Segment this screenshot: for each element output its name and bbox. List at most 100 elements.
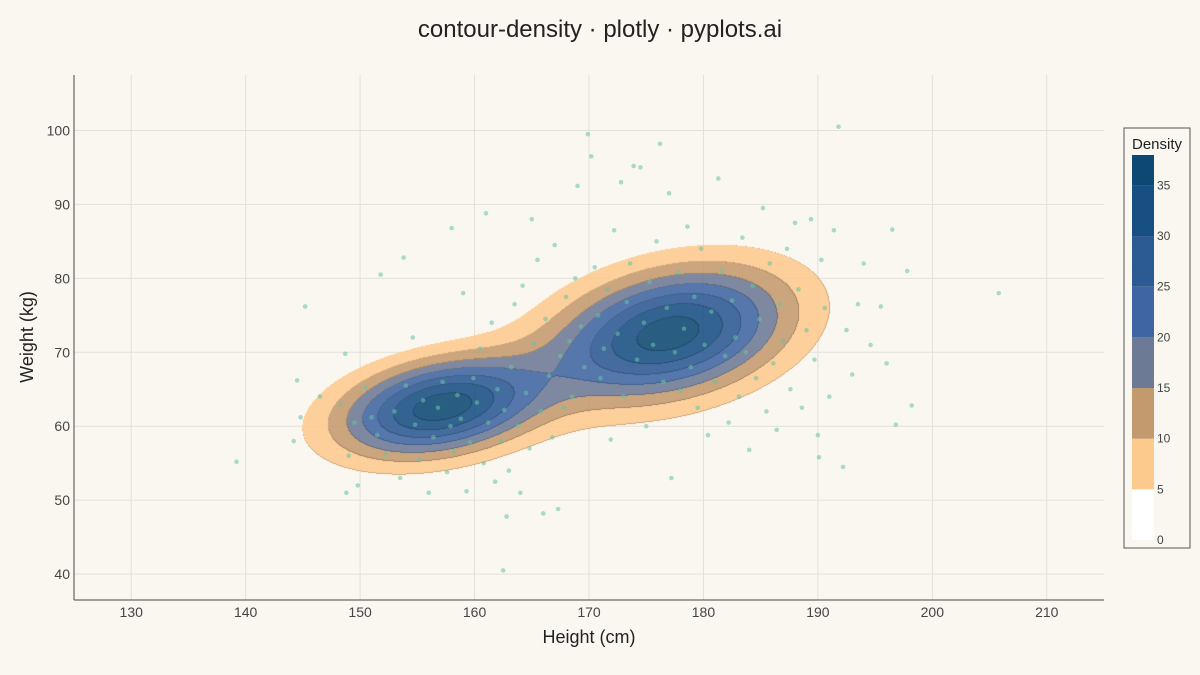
scatter-point <box>884 361 889 366</box>
y-tick-label: 80 <box>54 270 70 286</box>
scatter-point <box>572 276 578 281</box>
colorbar-tick-label: 25 <box>1157 280 1171 294</box>
colorbar-tick-label: 10 <box>1157 432 1171 446</box>
scatter-point <box>515 423 521 429</box>
scatter-point <box>831 227 837 233</box>
scatter-point <box>816 454 822 460</box>
scatter-point <box>702 342 707 348</box>
scatter-point <box>878 304 884 309</box>
scatter-point <box>417 457 422 462</box>
scatter-point <box>729 298 735 303</box>
scatter-point <box>552 242 557 248</box>
scatter-point <box>996 290 1002 296</box>
scatter-point <box>812 357 817 362</box>
scatter-point <box>467 440 473 445</box>
scatter-point <box>489 320 495 326</box>
scatter-point <box>861 261 866 266</box>
scatter-point <box>338 401 343 407</box>
scatter-point <box>654 239 659 244</box>
scatter-point <box>575 183 580 189</box>
scatter-point <box>412 422 418 428</box>
scatter-point <box>774 427 779 433</box>
scatter-point <box>615 331 620 337</box>
scatter-point <box>685 224 690 229</box>
x-tick-label: 180 <box>692 604 716 620</box>
scatter-point <box>743 349 749 355</box>
scatter-point <box>781 338 786 344</box>
scatter-point <box>291 438 297 444</box>
x-tick-label: 150 <box>348 604 372 620</box>
scatter-point <box>634 357 640 362</box>
scatter-point <box>608 437 614 442</box>
x-tick-label: 170 <box>577 604 601 620</box>
scatter-point <box>788 386 793 392</box>
colorbar-segment <box>1132 185 1154 237</box>
scatter-point <box>369 415 374 420</box>
y-tick-label: 60 <box>54 418 70 434</box>
x-tick-label: 200 <box>921 604 945 620</box>
y-tick-label: 100 <box>47 122 71 138</box>
scatter-point <box>904 268 910 274</box>
x-tick-label: 140 <box>234 604 258 620</box>
scatter-point <box>726 420 731 425</box>
scatter-point <box>621 394 626 399</box>
scatter-point <box>588 154 594 159</box>
scatter-point <box>483 210 489 216</box>
scatter-point <box>531 341 537 346</box>
scatter-point <box>495 386 500 392</box>
scatter-point <box>638 165 643 170</box>
scatter-point <box>624 299 630 305</box>
scatter-point <box>601 346 607 351</box>
scatter-point <box>716 176 721 181</box>
chart-title: contour-density · plotly · pyplots.ai <box>418 16 782 43</box>
x-tick-label: 160 <box>463 604 487 620</box>
scatter-point <box>675 270 681 275</box>
scatter-point <box>705 432 711 438</box>
scatter-point <box>840 464 846 470</box>
scatter-point <box>363 385 369 391</box>
scatter-point <box>492 479 498 484</box>
scatter-point <box>664 305 670 311</box>
scatter-point <box>777 301 783 307</box>
scatter-point <box>317 394 323 399</box>
scatter-point <box>909 403 915 408</box>
scatter-point <box>444 469 450 475</box>
scatter-point <box>799 405 805 411</box>
scatter-point <box>698 246 704 252</box>
colorbar-tick-label: 30 <box>1157 229 1171 243</box>
scatter-point <box>474 400 480 405</box>
scatter-point <box>561 405 567 411</box>
scatter-point <box>868 342 873 348</box>
scatter-point <box>344 490 349 496</box>
scatter-point <box>420 398 426 403</box>
scatter-point <box>641 320 647 326</box>
scatter-point <box>672 349 678 355</box>
scatter-point <box>804 327 809 333</box>
scatter-point <box>555 506 561 512</box>
scatter-point <box>538 409 544 414</box>
scatter-point <box>695 405 701 411</box>
scatter-point <box>792 220 798 226</box>
scatter-point <box>757 316 762 322</box>
scatter-point <box>342 351 348 357</box>
scatter-point <box>498 438 504 444</box>
scatter-point <box>627 261 633 266</box>
scatter-point <box>546 373 552 379</box>
scatter-point <box>657 141 663 147</box>
scatter-point <box>770 361 776 366</box>
y-tick-label: 90 <box>54 196 70 212</box>
scatter-point <box>796 287 801 292</box>
scatter-point <box>746 447 752 453</box>
scatter-point <box>889 227 895 232</box>
scatter-point <box>666 191 672 196</box>
scatter-point <box>392 409 397 414</box>
scatter-point <box>540 511 546 516</box>
scatter-point <box>523 390 529 396</box>
scatter-point <box>527 446 532 451</box>
x-tick-label: 130 <box>120 604 144 620</box>
colorbar-tick-label: 5 <box>1157 482 1164 496</box>
density-contours <box>74 75 1104 600</box>
scatter-point <box>669 475 674 481</box>
scatter-point <box>849 372 855 377</box>
x-axis-title: Height (cm) <box>542 627 635 647</box>
